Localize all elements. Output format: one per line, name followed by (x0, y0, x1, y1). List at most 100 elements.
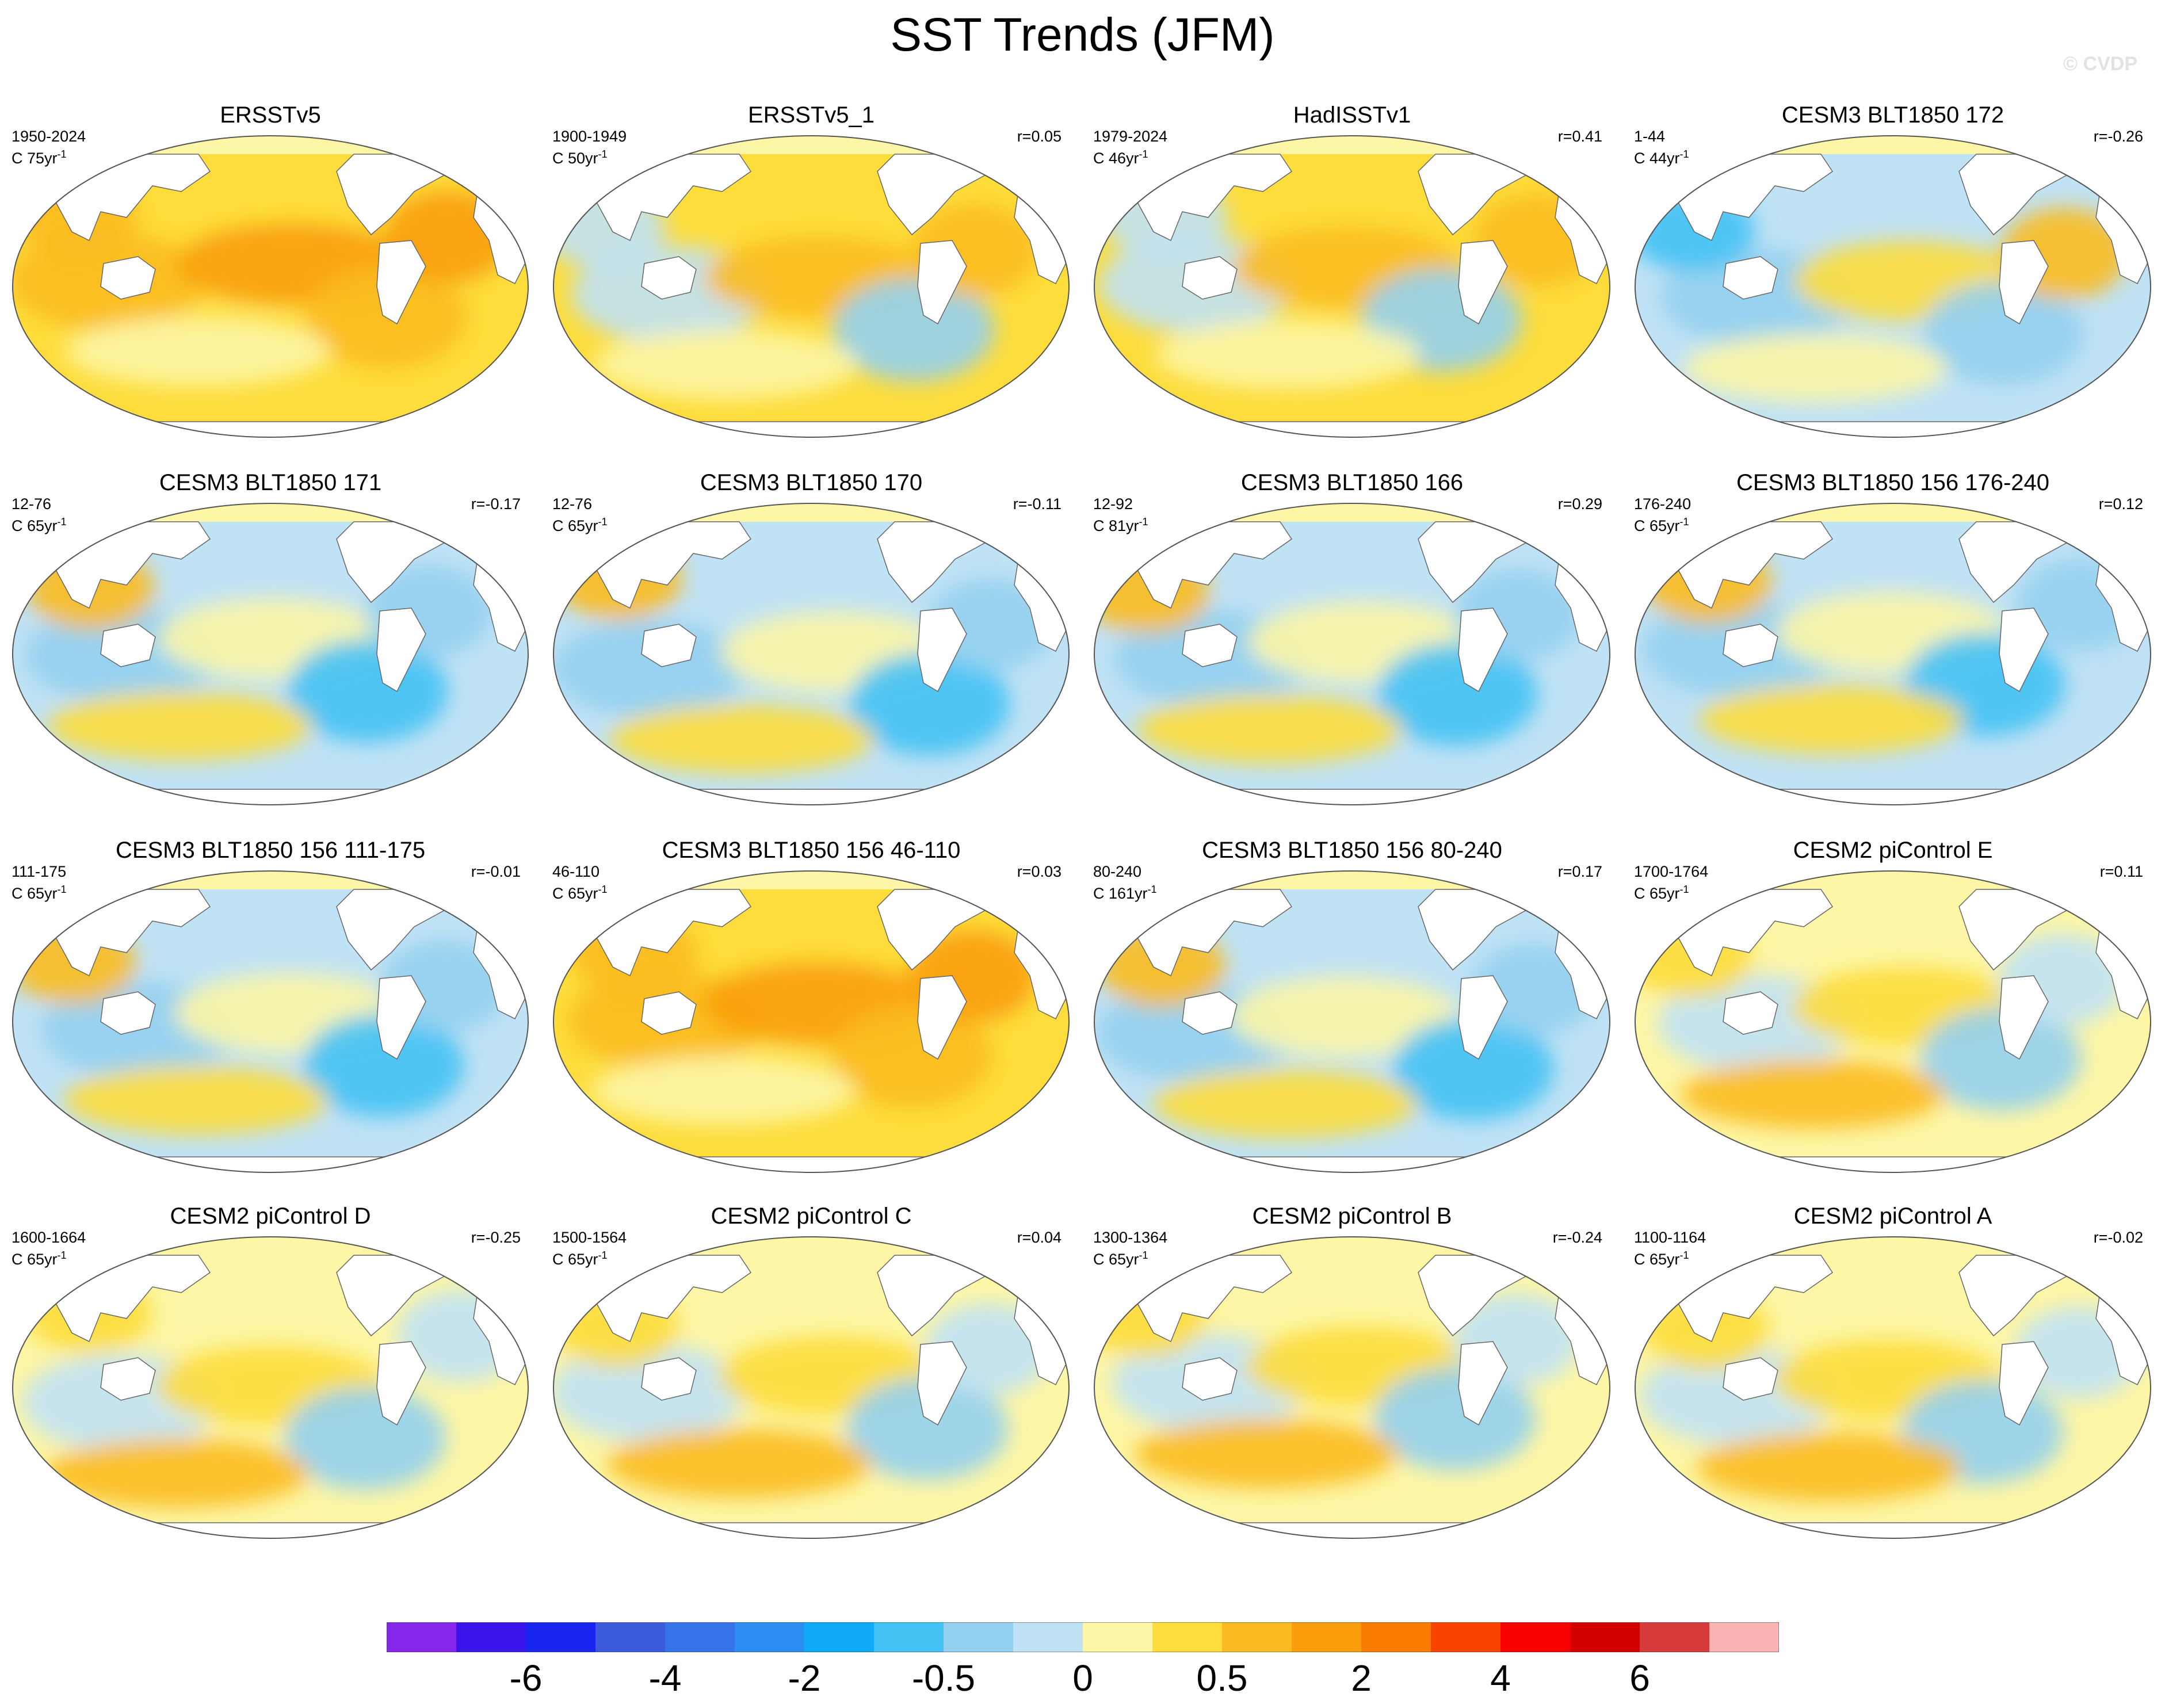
trend-contour (1697, 1432, 1961, 1501)
antarctica-landmass (13, 789, 528, 805)
australia-landmass (1723, 624, 1778, 667)
pattern-correlation: r=0.12 (2098, 495, 2143, 513)
trend-contour (1699, 685, 1964, 754)
trend-contour (303, 1014, 464, 1117)
panel-period: 1700-1764 C 65yr-1 (1634, 863, 1708, 903)
panel-title: CESM3 BLT1850 170 (700, 470, 923, 495)
arctic-band (1094, 503, 1610, 522)
panel-title: CESM3 BLT1850 156 111-175 (115, 838, 426, 863)
colorbar-swatch (526, 1622, 596, 1652)
arctic-band (553, 1237, 1069, 1255)
arctic-band (1635, 136, 2151, 154)
panel-title: CESM3 BLT1850 171 (159, 470, 382, 495)
trend-contour (1923, 281, 2084, 385)
colorbar-swatch (1152, 1622, 1223, 1652)
panel-years: 1500-1564 (552, 1229, 627, 1246)
panel-period: 12-92 C 81yr-1 (1093, 495, 1148, 535)
pattern-correlation: r=-0.11 (1013, 495, 1062, 513)
arctic-band (1094, 136, 1610, 154)
panel-period: 1950-2024 C 75yr-1 (12, 128, 86, 167)
panel-title: CESM2 piControl E (1793, 838, 1993, 863)
trend-contour (553, 620, 748, 717)
map-outline (12, 870, 529, 1173)
colorbar-swatch (874, 1622, 944, 1652)
antarctica-landmass (553, 1522, 1069, 1538)
panel-period: 1500-1564 C 65yr-1 (552, 1229, 627, 1268)
colorbar-swatch (944, 1622, 1014, 1652)
panel-period: 176-240 C 65yr-1 (1634, 495, 1691, 535)
colorbar-swatch (387, 1622, 457, 1652)
map-panel: ERSSTv5_1 1900-1949 C 50yr-1 r=0.05 (541, 102, 1082, 448)
arctic-band (13, 871, 528, 889)
map-plot (1094, 870, 1610, 1173)
map-panel: CESM3 BLT1850 172 1-44 C 44yr-1 r=-0.26 (1622, 102, 2163, 448)
trend-contour (1137, 695, 1402, 764)
map-outline (1094, 870, 1610, 1173)
arctic-band (553, 871, 1069, 889)
colorbar-tick-label: -6 (509, 1657, 543, 1699)
australia-landmass (641, 624, 697, 667)
arctic-band (1094, 1237, 1610, 1255)
panel-trend-length: C 75yr-1 (12, 148, 67, 167)
map-panel: CESM3 BLT1850 156 111-175 111-175 C 65yr-1… (0, 838, 541, 1183)
australia-landmass (100, 991, 156, 1035)
panel-grid: ERSSTv5 1950-2024 C 75yr-1 ERSSTv5_1 1900-19… (0, 102, 2163, 1549)
pattern-correlation: r=0.04 (1017, 1229, 1062, 1246)
panel-years: 46-110 (552, 863, 600, 880)
pattern-correlation: r=0.05 (1017, 128, 1062, 145)
map-plot (12, 503, 529, 805)
map-outline (12, 1236, 529, 1539)
colorbar-swatch (456, 1622, 526, 1652)
australia-landmass (1723, 1357, 1778, 1401)
panel-trend-length: C 81yr-1 (1093, 516, 1148, 534)
panel-years: 1979-2024 (1093, 128, 1168, 145)
antarctica-landmass (1094, 1522, 1610, 1538)
panel-title: CESM3 BLT1850 166 (1240, 470, 1464, 495)
map-outline (553, 1236, 1070, 1539)
panel-period: 1979-2024 C 46yr-1 (1093, 128, 1167, 167)
map-panel: CESM3 BLT1850 156 176-240 176-240 C 65yr-1… (1622, 470, 2163, 815)
map-panel: ERSSTv5 1950-2024 C 75yr-1 (0, 102, 541, 448)
map-outline (1635, 870, 2151, 1173)
south-america-landmass (1458, 240, 1508, 325)
trend-contour (1153, 1069, 1418, 1138)
panel-trend-length: C 65yr-1 (552, 516, 608, 534)
map-plot (553, 135, 1070, 438)
trend-contour (285, 1386, 446, 1490)
map-panel: CESM3 BLT1850 170 12-76 C 65yr-1 r=-0.11 (541, 470, 1082, 815)
map-outline (1094, 135, 1610, 438)
panel-title: CESM3 BLT1850 156 176-240 (1736, 470, 2050, 495)
panel-title: ERSSTv5 (220, 102, 321, 128)
pattern-correlation: r=0.41 (1557, 128, 1602, 145)
colorbar-tick-label: -2 (788, 1657, 821, 1699)
colorbar-swatch (1361, 1622, 1431, 1652)
map-panel: CESM2 piControl B 1300-1364 C 65yr-1 r=-0.2… (1082, 1203, 1622, 1549)
panel-trend-length: C 65yr-1 (1634, 516, 1689, 534)
panel-years: 12-76 (12, 495, 52, 513)
map-plot (12, 870, 529, 1173)
trend-contour (66, 317, 330, 386)
south-america-landmass (917, 607, 967, 693)
australia-landmass (100, 624, 156, 667)
colorbar-swatch (1013, 1622, 1083, 1652)
trend-contour (849, 652, 1010, 756)
figure-title: SST Trends (JFM) (890, 9, 1275, 61)
trend-contour (1377, 643, 1538, 746)
map-panel: CESM3 BLT1850 166 12-92 C 81yr-1 r=0.29 (1082, 470, 1622, 815)
australia-landmass (641, 1357, 697, 1401)
panel-years: 1950-2024 (12, 128, 86, 145)
map-outline (1635, 135, 2151, 438)
trend-contour (553, 1344, 746, 1442)
antarctica-landmass (1635, 789, 2151, 805)
antarctica-landmass (1635, 421, 2151, 437)
map-panel: CESM3 BLT1850 156 46-110 46-110 C 65yr-1 r=… (541, 838, 1082, 1183)
arctic-band (13, 503, 528, 522)
trend-contour (1920, 1007, 2082, 1111)
pattern-correlation: r=0.03 (1017, 863, 1062, 880)
trend-contour (1683, 334, 1948, 403)
colorbar-tick-label: 6 (1629, 1657, 1650, 1699)
trend-contour (609, 705, 874, 774)
antarctica-landmass (1094, 1156, 1610, 1172)
south-america-landmass (1458, 975, 1508, 1060)
colorbar-tick-label: 2 (1351, 1657, 1372, 1699)
